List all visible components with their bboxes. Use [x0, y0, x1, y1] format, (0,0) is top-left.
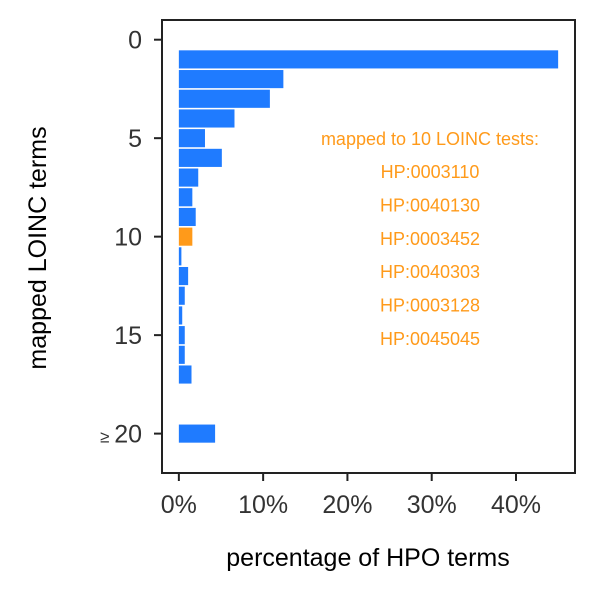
bar	[178, 89, 270, 108]
y-tick-label: 15	[114, 322, 142, 350]
annotation-hpo-term: HP:0045045	[380, 329, 480, 349]
y-tick-label: ≥ 20	[100, 421, 142, 449]
bar	[178, 109, 235, 128]
bar	[178, 424, 216, 443]
bar	[178, 207, 196, 227]
annotation-hpo-term: HP:0040130	[380, 195, 480, 215]
bar	[178, 168, 199, 187]
x-axis-title: percentage of HPO terms	[226, 544, 509, 572]
bar	[178, 365, 192, 384]
x-axis: 0% 10% 20% 30% 40%	[161, 473, 541, 519]
y-axis: 0 5 10 15 ≥ 20	[100, 27, 162, 449]
bar	[178, 326, 185, 345]
x-tick-label: 10%	[238, 491, 288, 519]
x-tick-label: 40%	[491, 491, 541, 519]
y-tick-label: 5	[128, 125, 142, 153]
x-tick-label: 0%	[161, 491, 197, 519]
bar	[178, 148, 222, 167]
x-tick-label: 20%	[322, 491, 372, 519]
bar	[178, 345, 185, 364]
plot-frame	[161, 19, 576, 474]
annotation-title: mapped to 10 LOINC tests:	[321, 129, 539, 149]
highlight-annotation: mapped to 10 LOINC tests: HP:0003110 HP:00…	[321, 129, 539, 349]
y-tick-label: 0	[128, 27, 142, 55]
y-tick-label: 10	[114, 224, 142, 252]
highlighted-bar	[178, 227, 193, 246]
bar	[178, 286, 185, 305]
annotation-hpo-term: HP:0040303	[380, 262, 480, 282]
annotation-hpo-term: HP:0003110	[381, 162, 480, 182]
bars-group	[178, 50, 559, 443]
annotation-hpo-term: HP:0003128	[380, 296, 480, 316]
x-tick-label: 30%	[407, 491, 457, 519]
bar	[178, 188, 193, 207]
bar	[178, 247, 182, 266]
bar	[178, 70, 284, 89]
bar	[178, 306, 183, 325]
bar	[178, 50, 559, 69]
bar	[178, 129, 205, 148]
annotation-hpo-term: HP:0003452	[380, 229, 480, 249]
y-axis-title: mapped LOINC terms	[24, 126, 52, 369]
bar	[178, 266, 189, 286]
